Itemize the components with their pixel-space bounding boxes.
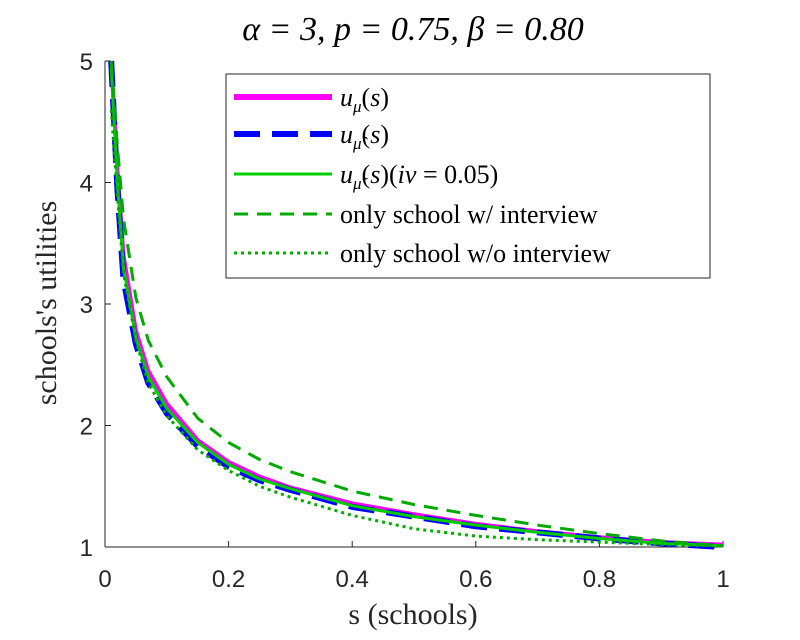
x-tick-label: 0.8 (583, 566, 616, 593)
legend-label-only-interview: only school w/ interview (340, 200, 598, 229)
x-tick-label: 0.6 (459, 566, 492, 593)
legend-label-u-mu-hat: uμ̂(s) (340, 120, 389, 153)
legend-box (225, 73, 711, 279)
series-line-5 (109, 109, 724, 548)
y-tick-label: 1 (80, 535, 93, 562)
legend-label-u-mu: uμ(s) (340, 83, 389, 116)
y-axis-label: schools's utilities (30, 201, 63, 406)
y-tick-label: 3 (80, 292, 93, 319)
y-tick-label: 2 (80, 414, 93, 441)
x-tick-label: 0.2 (212, 566, 245, 593)
y-tick-label: 4 (80, 171, 93, 198)
x-tick-label: 1 (716, 566, 729, 593)
legend-label-only-no-interview: only school w/o interview (340, 239, 611, 268)
plot-area: 0 0.2 0.4 0.6 0.8 1 1 2 3 4 5 (80, 49, 730, 593)
legend-label-u-mu-tilde: uμ̃(s)(iv = 0.05) (340, 160, 498, 193)
x-tick-label: 0 (98, 566, 111, 593)
series-line-4 (109, 60, 724, 548)
y-tick-label: 5 (80, 49, 93, 76)
x-tick-label: 0.4 (336, 566, 369, 593)
chart-title: α = 3, p = 0.75, β = 0.80 (242, 11, 584, 48)
series-line-3 (109, 67, 724, 548)
x-axis-label: s (schools) (348, 598, 477, 631)
legend: uμ(s) uμ̂(s) uμ̃(s)(iv = 0.05) only scho… (225, 73, 711, 279)
